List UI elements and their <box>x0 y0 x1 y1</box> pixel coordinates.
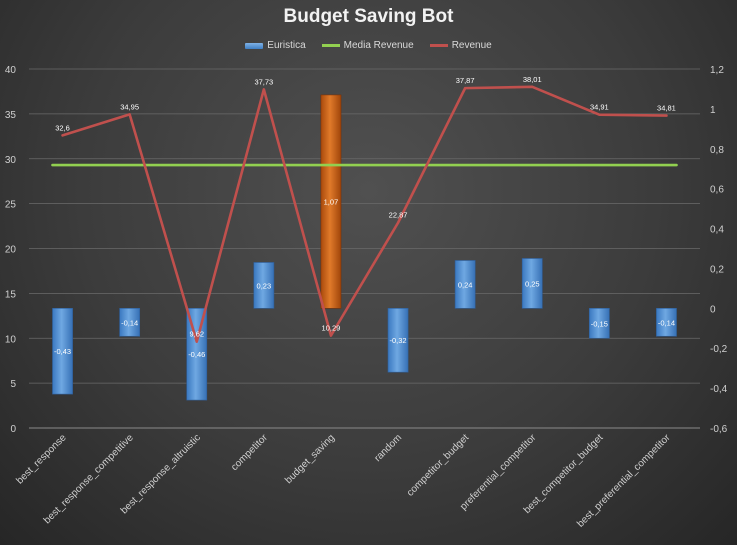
axis-layer: 0 5 10 15 20 25 30 35 40 -0,6 -0,4 -0,2 0 0,2 0,4 0,6 0,… <box>5 65 728 530</box>
legend-item-euristica: Euristica <box>245 40 306 51</box>
right-tick-label: 1,2 <box>710 65 724 76</box>
revenue-data-label: 37,87 <box>456 76 475 85</box>
bar-layer <box>52 94 677 401</box>
right-tick-label: -0,4 <box>710 384 728 395</box>
revenue-data-label: 9,62 <box>189 330 204 339</box>
legend-item-revenue: Revenue <box>429 40 492 51</box>
right-tick-label: 0,8 <box>710 145 724 156</box>
revenue-data-label: 37,73 <box>254 77 273 86</box>
legend-label-revenue: Revenue <box>451 40 492 51</box>
bar <box>253 262 275 309</box>
bar <box>119 308 141 337</box>
category-label: competitor_budget <box>405 432 472 499</box>
bar <box>320 94 342 309</box>
category-label: random <box>372 432 404 464</box>
legend-swatch-euristica <box>245 42 264 49</box>
bar <box>656 308 677 337</box>
revenue-line <box>61 85 668 343</box>
legend-label-euristica: Euristica <box>267 40 306 51</box>
legend: Euristica Media Revenue Revenue <box>0 40 737 51</box>
bar-data-label: 1,07 <box>324 198 339 207</box>
right-tick-label: 1 <box>710 105 716 116</box>
left-tick-label: 15 <box>5 289 17 300</box>
right-tick-label: 0,6 <box>710 185 724 196</box>
legend-item-media-revenue: Media Revenue <box>321 40 414 51</box>
bar-data-label: -0,43 <box>54 347 71 356</box>
grid-layer <box>29 68 700 429</box>
left-tick-label: 20 <box>5 245 17 256</box>
left-tick-label: 25 <box>5 200 17 211</box>
right-tick-label: -0,2 <box>710 344 728 355</box>
bar <box>521 258 543 309</box>
revenue-data-label: 22,87 <box>389 211 408 220</box>
category-label: budget_saving <box>283 432 337 486</box>
revenue-data-label: 34,95 <box>120 102 139 111</box>
bar-data-label: 0,25 <box>525 279 540 288</box>
right-tick-label: 0 <box>710 304 716 315</box>
legend-label-media-revenue: Media Revenue <box>343 40 414 51</box>
revenue-data-label: 34,81 <box>657 104 676 113</box>
left-tick-label: 40 <box>5 65 17 76</box>
bar-data-label: 0,24 <box>458 280 473 289</box>
left-tick-label: 10 <box>5 334 17 345</box>
label-layer: -0,43 -0,14 -0,46 0,23 1,07 -0,32 0,24 0,25 -0,1… <box>54 75 676 359</box>
bar-data-label: -0,15 <box>591 319 608 328</box>
category-label: competitor <box>229 432 270 473</box>
left-tick-label: 5 <box>10 379 16 390</box>
category-label: best_response_altruistic <box>119 432 203 516</box>
line-layer <box>51 85 678 343</box>
bar-data-label: -0,14 <box>658 318 675 327</box>
bar-data-label: -0,46 <box>188 350 205 359</box>
revenue-data-label: 34,91 <box>590 103 609 112</box>
bar <box>387 308 409 373</box>
chart-title: Budget Saving Bot <box>283 6 454 27</box>
category-label: preferential_competitor <box>458 432 539 513</box>
right-tick-label: -0,6 <box>710 424 728 435</box>
bar <box>588 308 610 339</box>
legend-swatch-revenue <box>429 44 448 47</box>
revenue-data-label: 32,6 <box>55 123 70 132</box>
bar <box>186 308 208 401</box>
bar-data-label: -0,14 <box>121 318 138 327</box>
left-tick-label: 0 <box>10 424 16 435</box>
bar-data-label: 0,23 <box>257 281 272 290</box>
bar <box>454 260 476 309</box>
revenue-data-label: 38,01 <box>523 75 542 84</box>
revenue-data-label: 10,29 <box>322 324 341 333</box>
left-tick-label: 35 <box>5 110 17 121</box>
category-label: best_response <box>15 432 69 486</box>
right-tick-label: 0,4 <box>710 225 724 236</box>
bar <box>52 308 73 395</box>
legend-swatch-media-revenue <box>321 44 340 47</box>
right-tick-label: 0,2 <box>710 264 724 275</box>
left-tick-label: 30 <box>5 155 17 166</box>
bar-data-label: -0,32 <box>389 336 406 345</box>
